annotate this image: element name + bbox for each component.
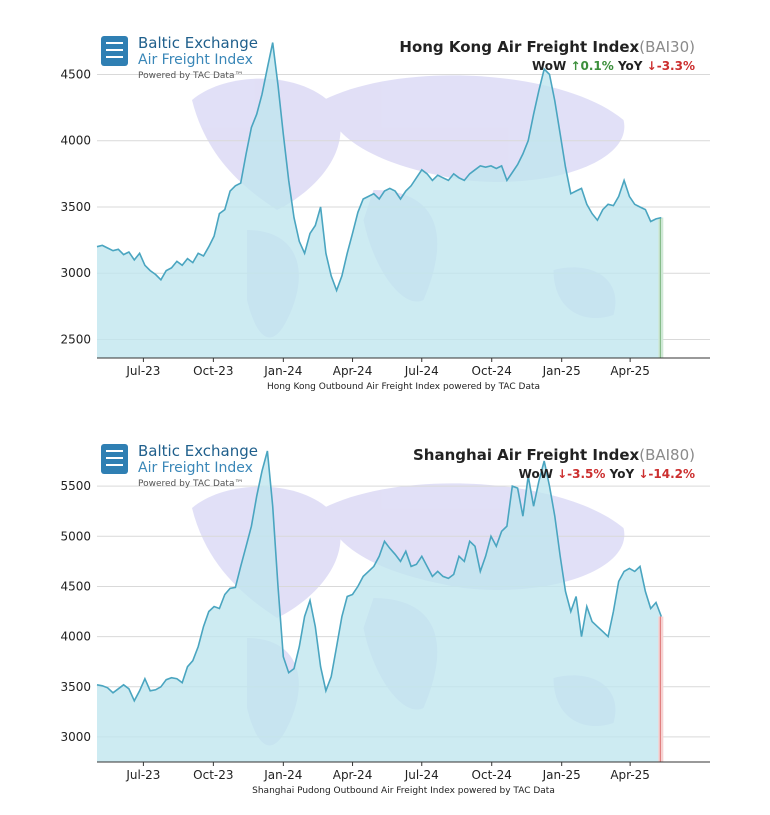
chart-caption: Shanghai Pudong Outbound Air Freight Ind… [252, 786, 555, 796]
y-tick-label: 3000 [60, 730, 91, 744]
y-tick-label: 5500 [60, 479, 91, 493]
x-tick-label: Jul-23 [125, 768, 160, 782]
logo-line-2: Air Freight Index [138, 52, 253, 68]
index-area [97, 42, 662, 358]
x-tick-label: Oct-24 [472, 364, 512, 378]
x-tick-label: Apr-25 [610, 768, 650, 782]
logo-line-3: Powered by TAC Data™ [138, 479, 243, 489]
shanghai-chart: 3000 3500 4000 4500 5000 5500 Jul-23 Oct-23 Jan-… [60, 442, 710, 796]
shanghai-chart-panel: 3000 3500 4000 4500 5000 5500 Jul-23 Oct-23 Jan-… [0, 410, 770, 810]
x-tick-label: Oct-23 [193, 768, 233, 782]
change-stats: WoW ↑0.1% YoY ↓-3.3% [532, 59, 695, 73]
logo-line-3: Powered by TAC Data™ [138, 71, 243, 81]
hong-kong-chart-panel: 2500 3000 3500 4000 4500 Jul-23 Oct-23 Jan-24 Ap… [0, 0, 770, 400]
x-tick-label: Apr-24 [333, 768, 373, 782]
chart-caption: Hong Kong Outbound Air Freight Index pow… [267, 382, 540, 392]
change-stats: WoW ↓-3.5% YoY ↓-14.2% [519, 467, 695, 481]
index-area [97, 451, 662, 762]
eurasia-shape [323, 75, 625, 182]
logo-line-2: Air Freight Index [138, 460, 253, 476]
y-tick-label: 4500 [60, 579, 91, 593]
y-tick-label: 4000 [60, 630, 91, 644]
x-tick-label: Apr-24 [333, 364, 373, 378]
y-tick-label: 5000 [60, 529, 91, 543]
x-tick-label: Jan-24 [263, 364, 302, 378]
index-line [96, 450, 663, 703]
index-line [96, 42, 662, 293]
chart-title: Hong Kong Air Freight Index(BAI30) [399, 38, 695, 56]
x-tick-label: Jul-23 [125, 364, 160, 378]
hong-kong-chart: 2500 3000 3500 4000 4500 Jul-23 Oct-23 Jan-24 Ap… [60, 34, 710, 392]
logo-line-1: Baltic Exchange [138, 34, 258, 52]
y-tick-label: 4500 [60, 67, 91, 81]
x-tick-label: Oct-24 [472, 768, 512, 782]
logo-line-1: Baltic Exchange [138, 442, 258, 460]
chart-title: Shanghai Air Freight Index(BAI80) [413, 446, 695, 464]
y-tick-label: 4000 [60, 134, 91, 148]
y-tick-label: 3000 [60, 266, 91, 280]
x-tick-label: Oct-23 [193, 364, 233, 378]
y-tick-label: 3500 [60, 680, 91, 694]
logo-emblem-lines [106, 42, 123, 58]
x-tick-label: Jul-24 [404, 768, 439, 782]
x-tick-label: Jan-24 [263, 768, 302, 782]
y-tick-label: 2500 [60, 332, 91, 346]
x-tick-label: Apr-25 [610, 364, 650, 378]
x-tick-label: Jul-24 [404, 364, 439, 378]
x-tick-label: Jan-25 [542, 364, 581, 378]
x-tick-label: Jan-25 [542, 768, 581, 782]
logo-emblem-lines [106, 450, 123, 466]
y-tick-label: 3500 [60, 200, 91, 214]
